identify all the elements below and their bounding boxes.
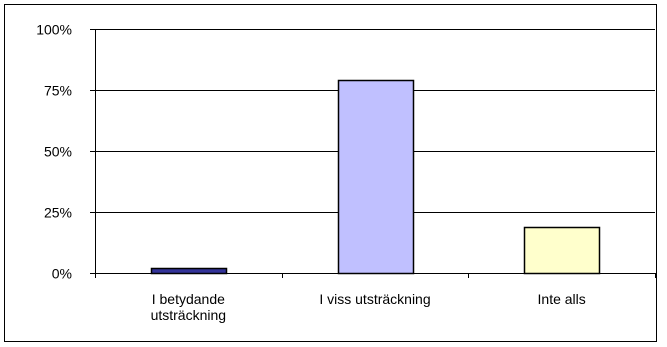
x-tick-label-1: I betydande utsträckning: [151, 291, 226, 323]
x-tick-labels: I betydande utsträckning I viss utsträckni…: [151, 291, 586, 323]
y-tick-labels: 0% 25% 50% 75% 100%: [36, 22, 72, 282]
x-tick-label-3: Inte alls: [538, 291, 586, 307]
x-tick-label-line: I viss utsträckning: [319, 291, 430, 307]
x-tick-label-line: Inte alls: [538, 291, 586, 307]
y-tick-label: 50%: [44, 144, 72, 160]
bar-2: [337, 79, 415, 275]
y-tick-label: 0%: [52, 266, 72, 282]
x-tick-label-2: I viss utsträckning: [319, 291, 430, 307]
chart-frame: [4, 4, 657, 342]
y-tick-label: 75%: [44, 83, 72, 99]
y-tick-label: 25%: [44, 205, 72, 221]
bar-1: [150, 267, 228, 275]
bars: [150, 79, 601, 275]
axes: [90, 29, 656, 278]
y-tick-label: 100%: [36, 22, 72, 38]
x-tick-label-line: I betydande: [152, 291, 225, 307]
x-tick-label-line: utsträckning: [151, 307, 226, 323]
bar-3: [523, 226, 601, 275]
